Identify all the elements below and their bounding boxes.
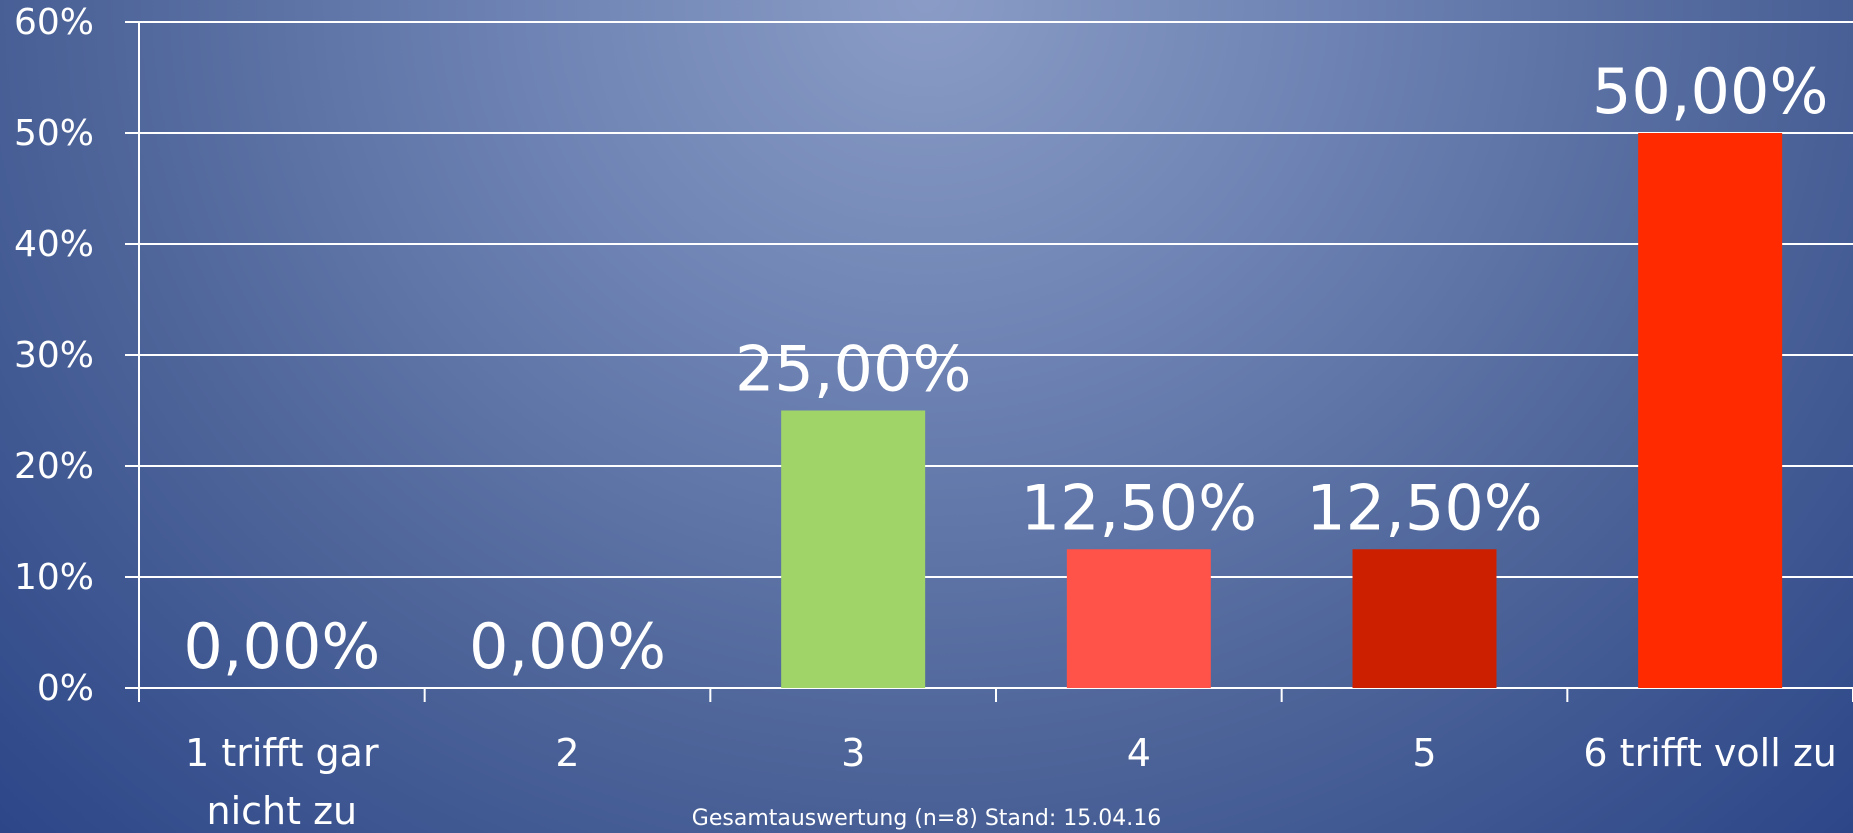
data-label: 50,00% (1592, 55, 1828, 128)
data-label: 12,50% (1306, 471, 1542, 544)
data-label: 12,50% (1021, 471, 1257, 544)
y-tick-label: 30% (14, 335, 94, 376)
y-tick-label: 10% (14, 557, 94, 598)
y-tick-label: 20% (14, 446, 94, 487)
y-tick-label: 50% (14, 113, 94, 154)
y-tick-label: 40% (14, 224, 94, 265)
bar (1352, 549, 1497, 688)
bar (1066, 549, 1211, 688)
data-label: 0,00% (469, 610, 666, 683)
bar (1638, 133, 1783, 688)
y-tick-label: 0% (37, 668, 94, 709)
data-label: 25,00% (735, 333, 971, 406)
footnote: Gesamtauswertung (n=8) Stand: 15.04.16 (691, 806, 1162, 831)
y-tick-label: 60% (14, 2, 94, 43)
x-tick-label: 5 (1412, 731, 1436, 775)
x-tick-label: 2 (555, 731, 579, 775)
data-label: 0,00% (183, 610, 380, 683)
bar (781, 410, 926, 688)
x-tick-label: 1 trifft gar (185, 731, 379, 775)
x-tick-label: nicht zu (207, 789, 358, 833)
x-tick-label: 6 trifft voll zu (1583, 731, 1836, 775)
x-tick-label: 4 (1127, 731, 1151, 775)
x-tick-label: 3 (841, 731, 865, 775)
